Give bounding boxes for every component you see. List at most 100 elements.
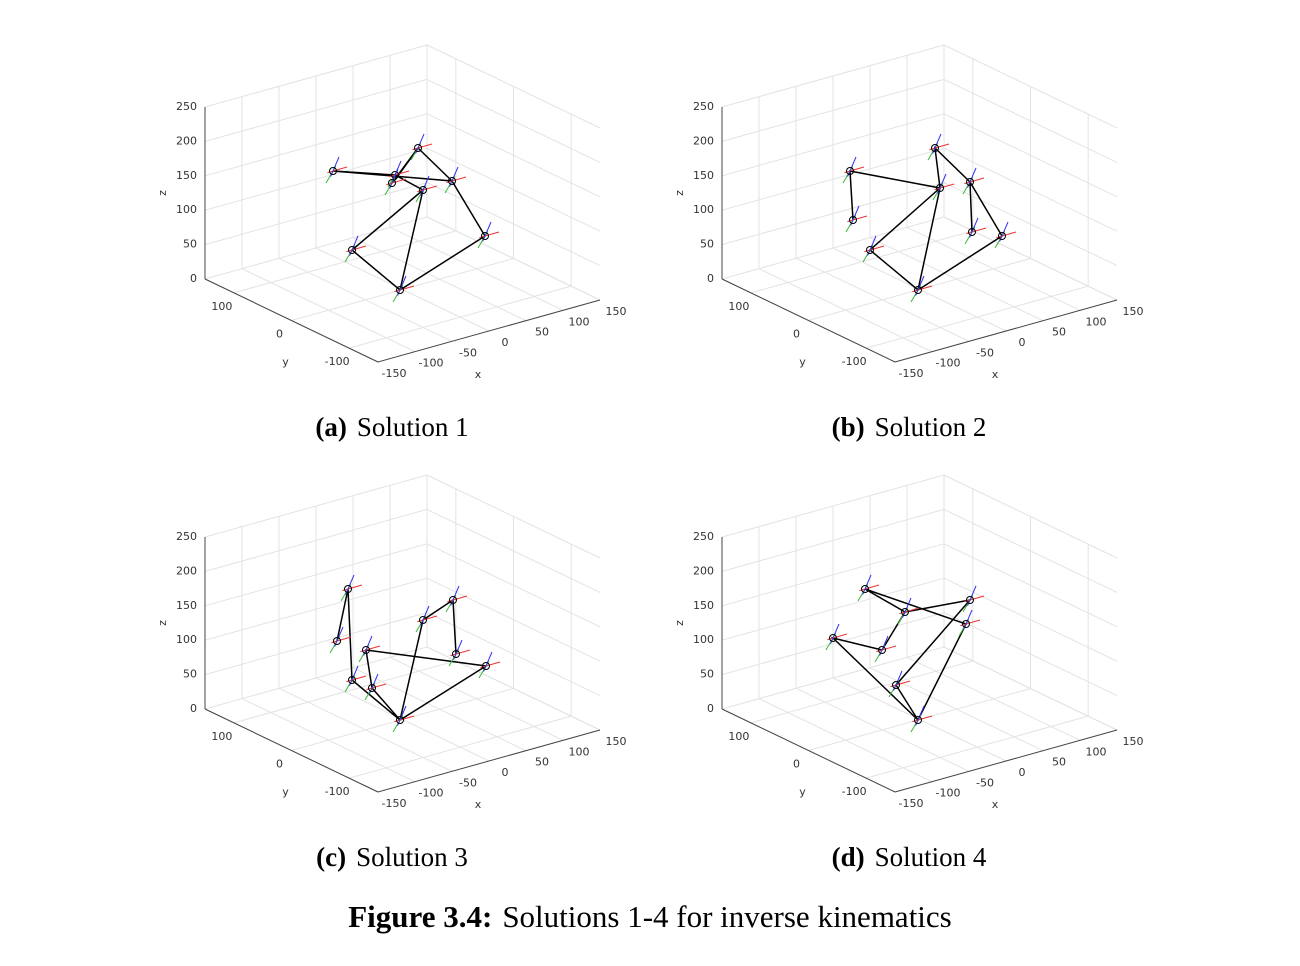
- frame-axis: [453, 639, 463, 660]
- frame-axis: [450, 585, 460, 606]
- grid-line: [426, 646, 601, 731]
- grid-line: [204, 182, 428, 246]
- frame-axis: [394, 285, 415, 293]
- frame-axis: [394, 715, 415, 723]
- grid-line: [943, 474, 1118, 559]
- x-tick-label: -150: [382, 367, 407, 380]
- subfigure-label: (c): [316, 842, 346, 872]
- frame-axis: [369, 673, 379, 694]
- z-tick-label: 50: [700, 238, 714, 251]
- x-tick-label: 50: [1052, 326, 1066, 339]
- x-tick-label: -150: [382, 797, 407, 810]
- grid-line: [204, 474, 428, 538]
- x-tick-label: 50: [535, 756, 549, 769]
- axis-line: [721, 708, 896, 793]
- x-tick-label: 150: [1123, 305, 1144, 318]
- x-tick-label: 100: [1086, 315, 1107, 328]
- frame-axis: [417, 185, 438, 193]
- subfigure-caption-text: Solution 1: [357, 412, 469, 442]
- y-tick-label: 0: [276, 328, 283, 341]
- y-axis-label: y: [799, 786, 806, 799]
- y-axis-label: y: [282, 786, 289, 799]
- grid-line: [721, 216, 945, 280]
- grid-line: [204, 508, 428, 572]
- grid-line: [943, 147, 1118, 232]
- grid-line: [204, 44, 428, 108]
- grid-line: [426, 543, 601, 628]
- frame-axis: [334, 626, 344, 647]
- grid-line: [721, 612, 945, 676]
- x-tick-label: 50: [1052, 756, 1066, 769]
- grid-line: [204, 216, 428, 280]
- frame-axis: [417, 615, 438, 623]
- frame-axis: [389, 170, 410, 178]
- frame-axis: [346, 675, 367, 683]
- y-tick-label: 0: [793, 758, 800, 771]
- frame-axis: [483, 651, 493, 672]
- x-tick-label: -100: [419, 357, 444, 370]
- frame-axis: [345, 574, 355, 595]
- z-tick-label: 50: [183, 238, 197, 251]
- grid-line: [426, 508, 601, 593]
- grid-line: [426, 113, 601, 198]
- grid-line: [204, 113, 428, 177]
- frame-axis: [346, 245, 367, 253]
- frame-axis: [934, 183, 955, 191]
- frame-axis: [963, 609, 973, 630]
- y-tick-label: -100: [325, 355, 350, 368]
- frame-axis: [420, 605, 430, 626]
- y-tick-label: 100: [728, 730, 749, 743]
- figure-caption-text: Solutions 1-4 for inverse kinematics: [502, 899, 951, 934]
- grid-line: [943, 44, 1118, 129]
- z-tick-label: 200: [693, 564, 714, 577]
- frame-axis: [847, 215, 868, 223]
- z-tick-label: 200: [176, 564, 197, 577]
- z-tick-label: 250: [693, 100, 714, 113]
- robot-arm: [325, 133, 500, 303]
- x-tick-label: 150: [606, 305, 627, 318]
- frame-axis: [844, 166, 865, 174]
- grid-line: [721, 508, 945, 572]
- subfigure-caption-text: Solution 4: [875, 842, 987, 872]
- subfigure-caption: (d) Solution 4: [832, 842, 987, 872]
- robot-arm: [329, 574, 501, 733]
- frame-axis: [960, 619, 981, 627]
- grid-line: [204, 147, 428, 211]
- frame-axis: [397, 705, 407, 726]
- x-tick-label: 100: [1086, 745, 1107, 758]
- grid-line: [721, 44, 945, 108]
- frame-axis: [859, 584, 880, 592]
- grid-line: [721, 543, 945, 607]
- z-tick-label: 150: [176, 169, 197, 182]
- z-tick-label: 0: [190, 272, 197, 285]
- x-tick-label: 0: [1019, 766, 1026, 779]
- z-tick-label: 100: [176, 633, 197, 646]
- frame-axis: [850, 205, 860, 226]
- grid-line: [721, 147, 945, 211]
- frame-axis: [969, 217, 979, 238]
- x-tick-label: 100: [569, 315, 590, 328]
- frame-axis: [450, 649, 471, 657]
- frame-axis: [915, 705, 925, 726]
- frame-axis: [386, 178, 407, 186]
- grid-line: [349, 285, 572, 349]
- frame-axis: [864, 245, 885, 253]
- frame-axis: [937, 173, 947, 194]
- frame-axis: [366, 683, 387, 691]
- z-tick-label: 150: [176, 599, 197, 612]
- y-tick-label: -100: [842, 355, 867, 368]
- grid-line: [426, 44, 601, 129]
- grid-line: [943, 508, 1118, 593]
- x-tick-label: 0: [502, 766, 509, 779]
- grid-line: [426, 577, 601, 662]
- frame-axis: [360, 645, 381, 653]
- x-axis-label: x: [992, 798, 999, 811]
- frame-axis: [899, 607, 920, 615]
- z-tick-label: 200: [176, 134, 197, 147]
- y-tick-label: 100: [211, 300, 232, 313]
- grid-line: [943, 646, 1118, 731]
- z-axis-label: z: [673, 190, 686, 196]
- z-tick-label: 50: [183, 668, 197, 681]
